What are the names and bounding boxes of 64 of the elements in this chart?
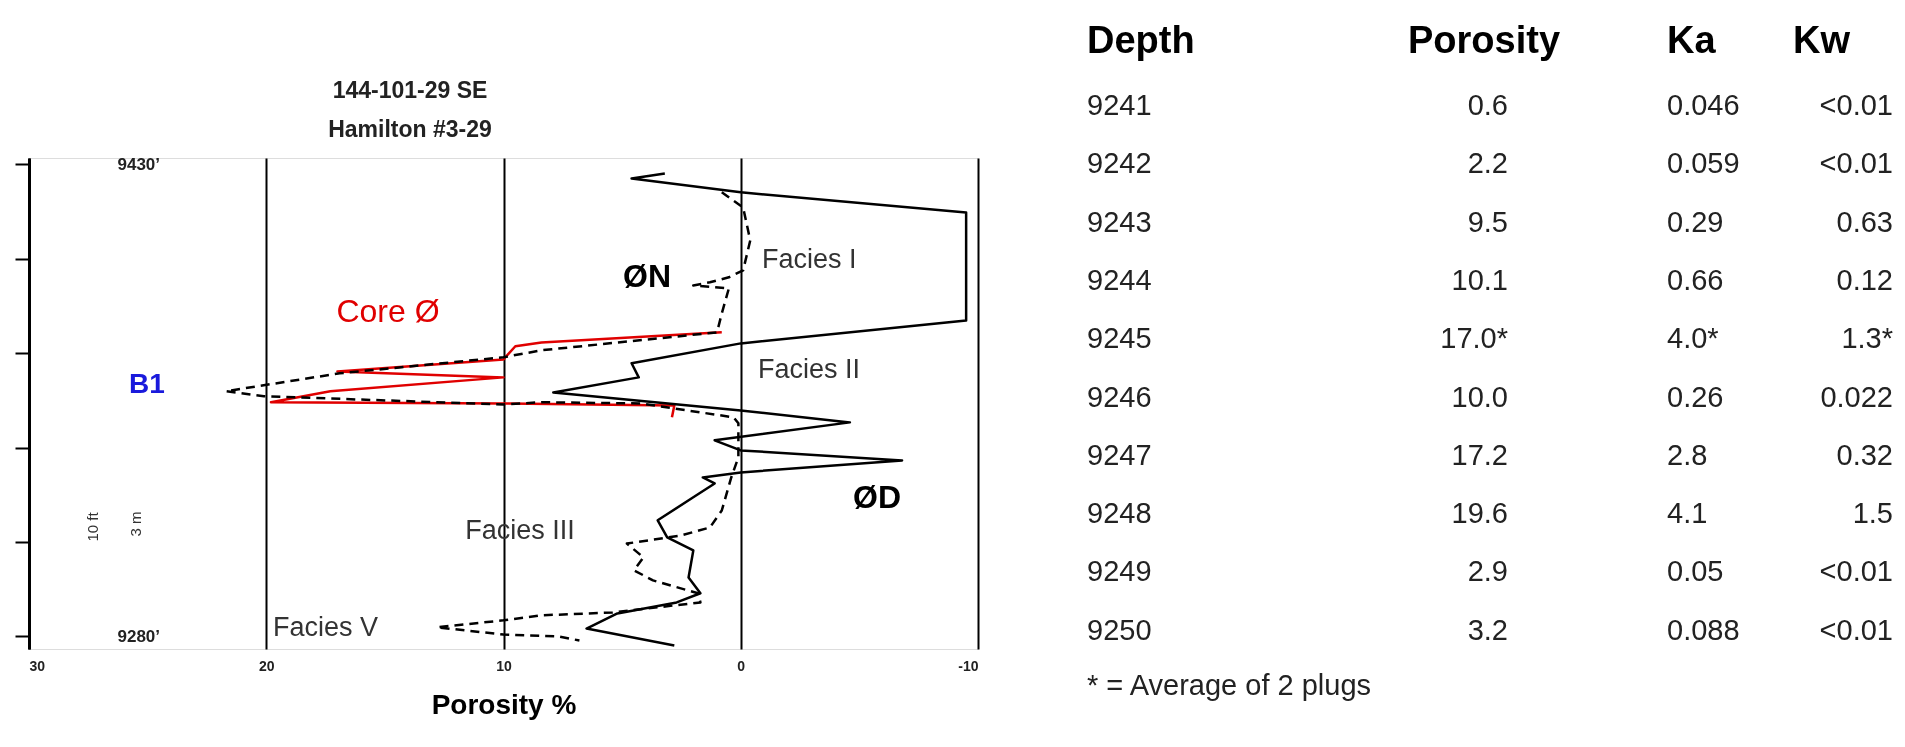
text: 9249 (1087, 555, 1152, 588)
text: 0.32 (1836, 438, 1893, 471)
annotation: Facies II (758, 354, 861, 384)
text: <0.01 (1819, 89, 1893, 121)
annotation: B1 (129, 368, 165, 399)
text: 0.088 (1667, 613, 1740, 646)
annotation: Facies I (762, 244, 857, 274)
annotation: 10 ft (84, 511, 101, 542)
chart-title: 144-101-29 SE (332, 77, 488, 103)
text: 0.05 (1667, 555, 1724, 588)
text: 9.5 (1467, 205, 1508, 238)
series-label: Core Ø (336, 293, 440, 329)
text: 0.046 (1667, 89, 1740, 121)
x-tick-label: -10 (958, 657, 979, 674)
annotation: 3 m (127, 511, 144, 537)
text: 0.29 (1667, 205, 1724, 238)
x-tick-label: 30 (29, 657, 46, 674)
text: 17.2 (1451, 438, 1508, 471)
text: 10.0 (1451, 380, 1508, 413)
text: <0.01 (1819, 147, 1893, 180)
annotation: Facies V (273, 612, 379, 642)
text: 2.8 (1667, 438, 1708, 471)
text: * = Average of 2 plugs (1087, 669, 1372, 701)
text: 0.12 (1836, 263, 1893, 296)
text: 2.2 (1467, 147, 1508, 180)
text: Depth (1087, 19, 1195, 61)
chart-subtitle: Hamilton #3-29 (328, 116, 492, 142)
series-label: ØD (853, 479, 901, 515)
x-tick-label: 10 (496, 657, 512, 674)
series-label: ØN (623, 258, 671, 294)
text: 9242 (1087, 147, 1152, 180)
text: 0.66 (1667, 263, 1724, 296)
text: 9246 (1087, 380, 1152, 413)
text: 9243 (1087, 205, 1152, 238)
x-tick-label: 20 (258, 657, 275, 674)
text: 9247 (1087, 438, 1152, 471)
text: 4.1 (1667, 497, 1708, 530)
text: 3.2 (1467, 613, 1508, 646)
text: Porosity (1407, 19, 1561, 61)
text: 10.1 (1451, 263, 1508, 296)
text: 19.6 (1451, 497, 1508, 530)
text: 9241 (1087, 89, 1152, 121)
text: 0.6 (1467, 89, 1508, 121)
text: 9250 (1087, 613, 1152, 646)
x-tick-label: 0 (737, 657, 746, 674)
text: 1.3* (1841, 322, 1893, 355)
text: <0.01 (1819, 555, 1893, 588)
text: Ka (1667, 19, 1717, 61)
text: 4.0* (1667, 322, 1719, 355)
text: 9244 (1087, 263, 1152, 296)
text: 0.63 (1836, 205, 1893, 238)
x-axis-title: Porosity % (431, 688, 577, 720)
y-tick-label: 9430’ (117, 154, 161, 174)
text: 0.26 (1667, 380, 1724, 413)
text: Kw (1793, 19, 1851, 61)
text: 1.5 (1852, 497, 1893, 530)
text: 17.0* (1440, 322, 1508, 355)
text: 9248 (1087, 497, 1152, 530)
text: 0.022 (1820, 380, 1893, 413)
text: 0.059 (1667, 147, 1740, 180)
text: 9245 (1087, 322, 1152, 355)
y-tick-label: 9280’ (117, 626, 161, 646)
text: 2.9 (1467, 555, 1508, 588)
text: <0.01 (1819, 613, 1893, 646)
